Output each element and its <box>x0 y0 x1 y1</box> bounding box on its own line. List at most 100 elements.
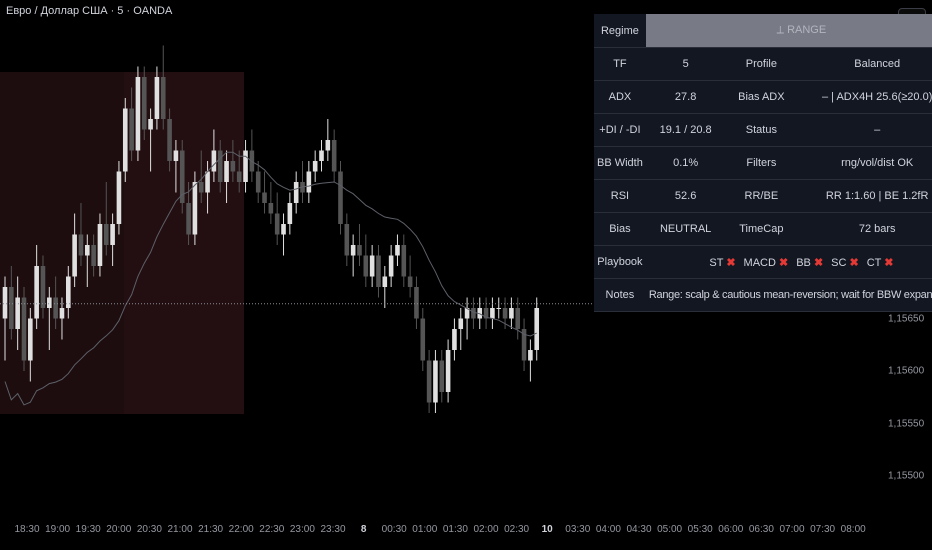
time-axis-label: 21:30 <box>198 524 224 535</box>
playbook-item: MACD ✖ <box>743 256 789 269</box>
candle-body <box>502 308 508 319</box>
candle-body <box>148 119 153 130</box>
time-axis-label: 07:30 <box>810 524 836 535</box>
candle-body <box>388 255 394 277</box>
time-axis-label: 05:00 <box>657 524 683 535</box>
time-axis-label: 10 <box>541 524 553 535</box>
candle-body <box>224 161 229 182</box>
candle-body <box>217 150 223 182</box>
cross-icon: ✖ <box>726 256 736 269</box>
hud-row: +DI / -DI 19.1 / 20.8 Status – <box>594 113 932 147</box>
candle-body <box>15 297 20 329</box>
time-axis-label: 8 <box>360 524 367 535</box>
candle-body <box>312 161 318 172</box>
hud-row-extra-label: Filters <box>725 146 798 180</box>
candle-body <box>72 234 77 277</box>
hud-row: TF 5 Profile Balanced <box>594 47 932 81</box>
hud-row: Regime ⟂ RANGE <box>594 14 932 48</box>
cross-icon: ✖ <box>884 256 894 269</box>
candle-body <box>255 171 261 193</box>
candle-body <box>2 287 8 319</box>
candle-body <box>433 360 438 403</box>
symbol-title: Евро / Доллар США · 5 · OANDA <box>6 5 173 17</box>
candle-body <box>426 360 432 403</box>
hud-row-extra-value: – | ADX4H 25.6(≥20.0) <box>797 80 932 114</box>
candle-body <box>319 150 324 161</box>
hud-row-label: +DI / -DI <box>594 113 646 147</box>
hud-row-value: NEUTRAL <box>645 212 726 246</box>
candle-body <box>205 171 210 193</box>
time-axis-label: 04:30 <box>626 524 652 535</box>
playbook-item: CT ✖ <box>866 256 894 269</box>
candle-body <box>84 245 90 256</box>
candle-body <box>490 308 495 319</box>
candle-body <box>198 182 204 193</box>
candle-body <box>395 245 400 256</box>
candle-body <box>376 255 381 287</box>
notes-text: Range: scalp & cautious mean-reversion; … <box>645 278 932 312</box>
candle-body <box>34 266 39 319</box>
time-axis-label: 02:30 <box>504 524 530 535</box>
time-axis-label: 22:30 <box>259 524 285 535</box>
candle-body <box>458 318 464 329</box>
candle-body <box>401 245 407 277</box>
candle-body <box>230 161 236 172</box>
hud-row-extra-label: Status <box>725 113 798 147</box>
hud-row-label: Bias <box>594 212 646 246</box>
candle-body <box>167 119 172 161</box>
candle-body <box>344 224 350 256</box>
playbook-items: ST ✖ MACD ✖ BB ✖ SC ✖ CT ✖ <box>645 245 932 279</box>
hud-row-extra-value: RR 1:1.60 | BE 1.2fR <box>797 179 932 213</box>
candle-body <box>154 77 160 119</box>
candle-body <box>9 287 14 329</box>
hud-row-value: 27.8 <box>645 80 726 114</box>
time-axis-label: 19:30 <box>75 524 101 535</box>
hud-row: RSI 52.6 RR/BE RR 1:1.60 | BE 1.2fR <box>594 179 932 213</box>
time-axis-label: 21:00 <box>167 524 193 535</box>
candle-body <box>357 245 362 256</box>
candle-body <box>420 318 426 361</box>
candle-body <box>293 182 299 203</box>
cross-icon: ✖ <box>849 256 859 269</box>
candle-body <box>59 308 65 319</box>
candle-body <box>141 77 147 130</box>
regime-value: ⟂ RANGE <box>645 14 932 48</box>
time-axis-label: 18:30 <box>14 524 40 535</box>
candle-body <box>28 318 33 361</box>
hud-row-playbook: Playbook ST ✖ MACD ✖ BB ✖ SC ✖ CT ✖ <box>594 245 932 279</box>
candle-body <box>325 140 331 151</box>
candle-body <box>122 108 128 172</box>
candle-body <box>281 224 286 235</box>
moving-average-line <box>4 151 537 406</box>
hud-row-value: 52.6 <box>645 179 726 213</box>
hud-row-value: 5 <box>645 47 726 81</box>
candle-body <box>236 171 242 182</box>
candle-body <box>331 140 337 172</box>
candle-body <box>97 224 103 266</box>
candle-body <box>243 150 248 182</box>
playbook-item: BB ✖ <box>796 256 824 269</box>
hud-row-extra-value: 72 bars <box>797 212 932 246</box>
candle-body <box>40 266 46 308</box>
cross-icon: ✖ <box>778 256 789 269</box>
candle-body <box>53 297 58 319</box>
time-axis-label: 19:00 <box>45 524 71 535</box>
time-axis-label: 07:00 <box>779 524 805 535</box>
hud-row-label: Playbook <box>594 245 646 279</box>
hud-row-extra-value: rng/vol/dist OK <box>797 146 932 180</box>
candle-body <box>160 77 166 119</box>
hud-row-extra-label: Profile <box>725 47 798 81</box>
time-axis-label: 23:00 <box>289 524 315 535</box>
candle-body <box>186 203 191 235</box>
candle-body <box>471 308 476 319</box>
candle-body <box>66 276 71 308</box>
time-axis-label: 01:30 <box>442 524 468 535</box>
playbook-item: SC ✖ <box>831 256 859 269</box>
hud-row-extra-label: TimeCap <box>725 212 798 246</box>
hud-row-label: Regime <box>594 14 646 48</box>
time-axis-label: 22:00 <box>228 524 254 535</box>
hud-row-notes: Notes Range: scalp & cautious mean-revers… <box>594 278 932 312</box>
time-axis-label: 06:00 <box>718 524 744 535</box>
candle-body <box>103 224 109 245</box>
